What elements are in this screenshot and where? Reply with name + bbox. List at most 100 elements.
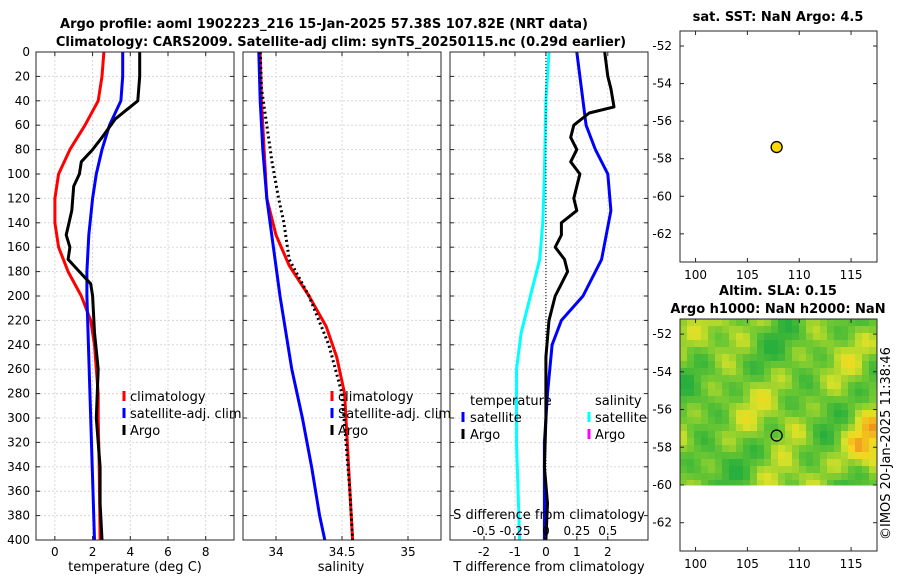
sla-cell bbox=[743, 319, 751, 327]
sla-cell bbox=[869, 326, 877, 334]
sla-cell bbox=[813, 361, 821, 369]
sla-cell bbox=[806, 466, 814, 474]
sla-cell bbox=[841, 431, 849, 439]
sla-cell bbox=[722, 368, 730, 376]
sla-cell bbox=[750, 417, 758, 425]
sla-cell bbox=[827, 452, 835, 460]
sla-cell bbox=[855, 354, 863, 362]
sla-cell bbox=[694, 431, 702, 439]
sla-cell bbox=[715, 452, 723, 460]
sla-cell bbox=[806, 473, 814, 481]
sla-cell bbox=[813, 473, 821, 481]
sla-cell bbox=[855, 459, 863, 467]
sla-cell bbox=[680, 438, 688, 446]
sla-cell bbox=[841, 375, 849, 383]
series-satellite-adj-clim bbox=[85, 52, 125, 541]
x-tick-label: 1 bbox=[573, 545, 581, 559]
sla-cell bbox=[820, 438, 828, 446]
sla-cell bbox=[792, 375, 800, 383]
sla-cell bbox=[771, 410, 779, 418]
sla-cell bbox=[680, 382, 688, 390]
sla-cell bbox=[736, 452, 744, 460]
sla-cell bbox=[715, 424, 723, 432]
x-tick-label: 34.5 bbox=[329, 545, 356, 559]
sla-cell bbox=[799, 382, 807, 390]
sla-cell bbox=[834, 340, 842, 348]
sla-cell bbox=[680, 466, 688, 474]
sla-cell bbox=[736, 459, 744, 467]
sla-cell bbox=[820, 459, 828, 467]
sla-cell bbox=[785, 326, 793, 334]
sla-cell bbox=[792, 396, 800, 404]
sla-cell bbox=[855, 375, 863, 383]
sla-cell bbox=[715, 389, 723, 397]
sla-cell bbox=[869, 319, 877, 327]
sla-cell bbox=[722, 466, 730, 474]
y-tick-label: -54 bbox=[652, 365, 672, 379]
sla-cell bbox=[820, 347, 828, 355]
sla-cell bbox=[736, 480, 744, 486]
sla-cell bbox=[799, 459, 807, 467]
sla-cell bbox=[750, 389, 758, 397]
x-tick-label: 0 bbox=[51, 545, 59, 559]
sla-cell bbox=[834, 438, 842, 446]
sla-cell bbox=[827, 438, 835, 446]
sla-cell bbox=[834, 347, 842, 355]
series-satellite-adj-clim bbox=[257, 51, 327, 541]
y-tick-label: 100 bbox=[7, 167, 30, 181]
sla-cell bbox=[792, 354, 800, 362]
sla-cell bbox=[701, 326, 709, 334]
sla-cell bbox=[848, 396, 856, 404]
sla-cell bbox=[799, 438, 807, 446]
y-tick-label: 380 bbox=[7, 509, 30, 523]
salinity-xlabel: salinity bbox=[318, 560, 365, 575]
sla-cell bbox=[743, 375, 751, 383]
sla-cell bbox=[869, 452, 877, 460]
sla-cell bbox=[701, 368, 709, 376]
sla-cell bbox=[869, 424, 877, 432]
sla-cell bbox=[855, 424, 863, 432]
sla-cell bbox=[827, 466, 835, 474]
sla-cell bbox=[820, 361, 828, 369]
sla-cell bbox=[799, 375, 807, 383]
legend-label: Argo bbox=[338, 424, 368, 439]
sla-cell bbox=[834, 361, 842, 369]
sla-cell bbox=[778, 424, 786, 432]
sla-cell bbox=[841, 354, 849, 362]
sla-cell bbox=[820, 389, 828, 397]
sla-cell bbox=[834, 319, 842, 327]
sla-cell bbox=[701, 340, 709, 348]
sla-cell bbox=[729, 382, 737, 390]
sla-cell bbox=[778, 368, 786, 376]
sla-cell bbox=[708, 424, 716, 432]
sla-cell bbox=[680, 410, 688, 418]
sla-cell bbox=[820, 431, 828, 439]
sla-cell bbox=[771, 333, 779, 341]
sla-cell bbox=[869, 361, 877, 369]
sla-cell bbox=[743, 389, 751, 397]
sla-cell bbox=[855, 361, 863, 369]
sla-cell bbox=[834, 410, 842, 418]
sla-cell bbox=[834, 431, 842, 439]
sla-cell bbox=[715, 396, 723, 404]
sla-cell bbox=[757, 410, 765, 418]
sla-cell bbox=[841, 403, 849, 411]
sla-cell bbox=[778, 347, 786, 355]
sla-cell bbox=[869, 347, 877, 355]
sla-cell bbox=[771, 382, 779, 390]
sla-cell bbox=[862, 375, 870, 383]
sla-cell bbox=[778, 459, 786, 467]
sla-cell bbox=[806, 424, 814, 432]
sla-cell bbox=[862, 354, 870, 362]
sla-cell bbox=[708, 480, 716, 486]
sla-cell bbox=[722, 473, 730, 481]
sla-cell bbox=[848, 459, 856, 467]
sla-cell bbox=[848, 466, 856, 474]
sla-cell bbox=[708, 347, 716, 355]
sla-cell bbox=[841, 382, 849, 390]
sla-cell bbox=[750, 438, 758, 446]
salinity-diff-tick-label: 0 bbox=[542, 524, 550, 538]
y-tick-label: 340 bbox=[7, 460, 30, 474]
sla-cell bbox=[778, 326, 786, 334]
legend-label: Argo bbox=[595, 428, 625, 443]
